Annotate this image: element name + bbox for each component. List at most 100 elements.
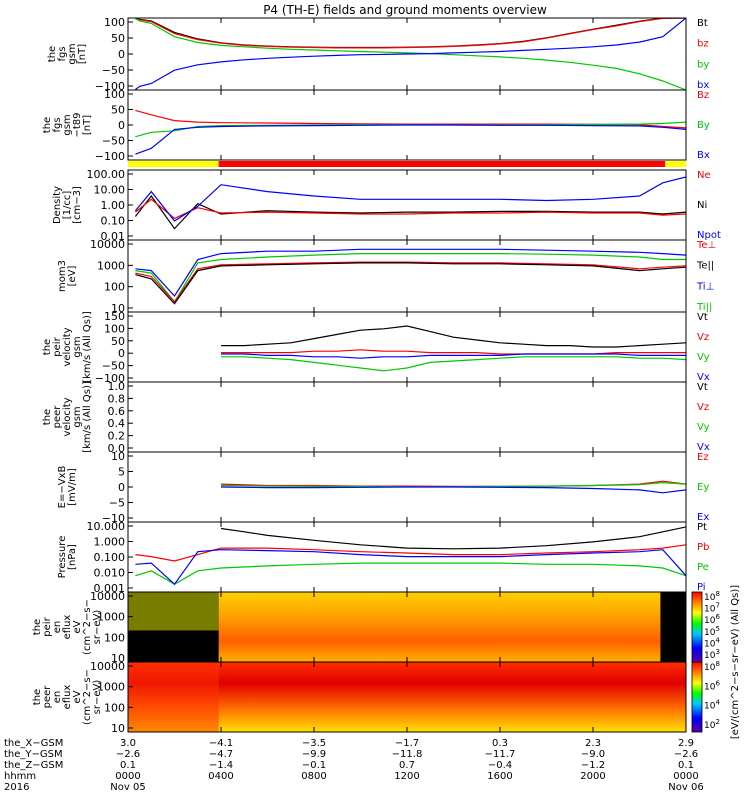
- y-tick-label: −100: [95, 150, 125, 163]
- panel-frame: [127, 169, 687, 241]
- series-Vx: [221, 353, 686, 359]
- panel-9: [127, 591, 703, 663]
- legend-Ti||: Ti||: [696, 302, 712, 313]
- series-Te⊥: [135, 261, 686, 303]
- y-tick-label: −100: [95, 372, 125, 385]
- y-tick-label: 10000: [90, 590, 125, 603]
- y-tick-label: 10.00: [94, 184, 126, 197]
- y-tick-label: 0.010: [94, 567, 126, 580]
- panel-10: [127, 661, 703, 733]
- x-row-value: −2.6: [116, 749, 140, 760]
- spectrogram-gap-end: [660, 592, 686, 662]
- y-tick-label: 0.6: [108, 405, 126, 418]
- y-tick-label: 50: [111, 335, 125, 348]
- panel-4: [127, 239, 687, 313]
- x-row-value: 0.3: [492, 738, 508, 749]
- series-Pe: [135, 562, 686, 585]
- legend-Vz: Vz: [697, 332, 709, 343]
- y-axis-label: the: [32, 619, 43, 635]
- y-axis-label: mom3: [57, 260, 68, 292]
- series-Ni: [134, 194, 686, 230]
- y-axis-label: gsm: [72, 336, 83, 357]
- spectrogram-early: [128, 662, 219, 732]
- y-axis-label: [km/s (All Qs)]: [82, 311, 93, 383]
- legend-Te⊥: Te⊥: [696, 240, 716, 251]
- spectrogram: [128, 592, 686, 662]
- series-Pt: [220, 526, 686, 550]
- x-row-value: −3.5: [302, 738, 326, 749]
- y-axis-label: [mV/m]: [67, 468, 78, 506]
- panel-7: [127, 451, 687, 523]
- y-axis-label: [eV]: [67, 266, 78, 287]
- spectrogram: [128, 662, 686, 732]
- y-axis-label: peer: [52, 405, 63, 429]
- status-bar-red: [218, 161, 666, 167]
- y-tick-label: 10: [111, 722, 125, 735]
- panel-1: [127, 17, 687, 91]
- y-tick-label: 0: [118, 347, 125, 360]
- y-axis-label: en: [52, 691, 63, 704]
- x-row-label: the_Z−GSM: [4, 760, 63, 771]
- series-Pb: [135, 544, 686, 562]
- colorbar-tick-label: 104: [704, 699, 720, 712]
- y-tick-label: −50: [102, 135, 125, 148]
- series-Pi: [135, 549, 686, 586]
- y-axis-label: the: [42, 339, 53, 355]
- legend-Te||: Te||: [696, 261, 714, 272]
- series-Te||: [135, 262, 686, 305]
- legend-Npot: Npot: [697, 230, 721, 241]
- y-axis-label: the: [42, 409, 53, 425]
- x-row-value: −11.8: [392, 749, 423, 760]
- y-tick-label: 0.01: [101, 230, 126, 243]
- x-row-value: −9.9: [302, 749, 326, 760]
- y-tick-label: 100: [104, 281, 125, 294]
- colorbar-tick-label: 102: [704, 718, 720, 731]
- y-tick-label: 1.0: [108, 380, 126, 393]
- y-axis-label: E=−VxB: [57, 466, 68, 509]
- y-tick-label: 10: [111, 652, 125, 665]
- x-row-label: hhmm: [4, 771, 36, 782]
- colorbar: [691, 661, 703, 733]
- y-tick-label: 0: [118, 481, 125, 494]
- y-tick-label: 0.100: [94, 551, 126, 564]
- legend-Ex: Ex: [697, 512, 709, 523]
- panel-5: [127, 311, 687, 383]
- y-axis-label: [1/cc]: [62, 191, 73, 220]
- legend-Pt: Pt: [697, 522, 707, 533]
- y-tick-label: 0: [118, 119, 125, 132]
- y-axis-label: [nPa]: [67, 544, 78, 570]
- y-tick-label: 50: [111, 32, 125, 45]
- series-Ne: [135, 198, 686, 220]
- y-tick-label: −100: [95, 80, 125, 93]
- series-Vt: [221, 325, 686, 348]
- y-tick-label: 1.000: [94, 536, 126, 549]
- x-row-value: 1200: [394, 771, 419, 782]
- legend-Vt: Vt: [697, 382, 708, 393]
- panel-2: [127, 89, 687, 161]
- x-row-label: the_X−GSM: [4, 738, 63, 749]
- date-start: Nov 05: [110, 782, 145, 793]
- y-axis-label: [cm−3]: [72, 186, 83, 224]
- legend-Bz: Bz: [697, 90, 709, 101]
- x-row-value: −0.1: [302, 760, 326, 771]
- y-axis-label: the: [32, 689, 43, 705]
- y-tick-label: 0.8: [108, 392, 126, 405]
- legend-Vx: Vx: [697, 442, 710, 453]
- legend-Pe: Pe: [697, 562, 709, 573]
- y-axis-label: [nT]: [82, 115, 93, 135]
- colorbar-tick-label: 106: [704, 679, 720, 692]
- series-Ey: [220, 481, 686, 488]
- y-axis-label: eflux: [62, 685, 73, 710]
- y-tick-label: 0.2: [108, 430, 126, 443]
- y-axis-label: gsm: [62, 114, 73, 135]
- y-axis-label: peir: [52, 336, 63, 356]
- y-tick-label: 1000: [97, 681, 125, 694]
- y-tick-label: 100: [104, 631, 125, 644]
- series-Npot: [134, 176, 686, 222]
- y-tick-label: −5: [109, 497, 125, 510]
- series-by: [135, 18, 686, 90]
- y-axis-label: [km/s (All Qs)]: [82, 381, 93, 453]
- y-tick-label: 100: [104, 322, 125, 335]
- y-axis-label: Pressure: [57, 536, 68, 579]
